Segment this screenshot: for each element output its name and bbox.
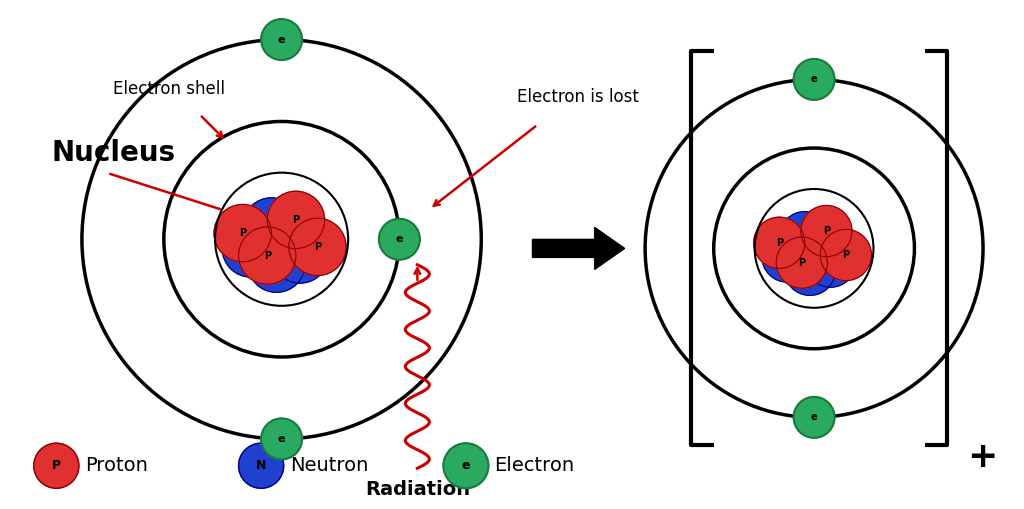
Text: N: N (806, 265, 814, 275)
Text: e: e (462, 459, 470, 472)
Circle shape (239, 443, 284, 488)
Text: N: N (826, 257, 835, 267)
Circle shape (289, 218, 346, 275)
Text: P: P (314, 242, 321, 252)
Text: Nucleus: Nucleus (51, 138, 175, 167)
Circle shape (805, 236, 856, 287)
Circle shape (779, 212, 830, 263)
Circle shape (801, 206, 852, 257)
Text: P: P (240, 228, 246, 238)
Text: Electron shell: Electron shell (113, 80, 225, 98)
Text: N: N (296, 249, 304, 260)
Text: P: P (799, 258, 805, 268)
Circle shape (379, 219, 420, 260)
Circle shape (214, 205, 271, 262)
Text: +: + (968, 440, 997, 474)
Text: Radiation: Radiation (365, 480, 470, 499)
Circle shape (215, 173, 348, 306)
Text: P: P (843, 250, 849, 260)
Circle shape (243, 198, 300, 255)
Text: N: N (272, 259, 281, 269)
Text: N: N (290, 230, 298, 240)
Circle shape (443, 443, 488, 488)
Text: e: e (278, 35, 286, 45)
Text: N: N (256, 459, 266, 472)
Text: N: N (247, 243, 255, 253)
Text: N: N (267, 221, 275, 232)
Text: P: P (264, 250, 270, 261)
Text: e: e (811, 412, 817, 422)
Text: P: P (293, 215, 299, 225)
Text: N: N (783, 251, 792, 262)
Text: N: N (821, 240, 829, 250)
Circle shape (261, 418, 302, 460)
Text: Electron is lost: Electron is lost (517, 88, 639, 106)
Circle shape (784, 244, 836, 295)
Circle shape (34, 443, 79, 488)
Circle shape (265, 207, 323, 264)
Circle shape (820, 230, 871, 280)
Text: e: e (278, 434, 286, 444)
FancyArrow shape (532, 228, 625, 269)
Text: Proton: Proton (85, 456, 147, 475)
Circle shape (239, 227, 296, 284)
Circle shape (794, 59, 835, 100)
Text: N: N (801, 232, 809, 242)
Text: Neutron: Neutron (290, 456, 368, 475)
Circle shape (755, 189, 873, 308)
Circle shape (222, 220, 280, 277)
Circle shape (800, 219, 851, 270)
Text: P: P (823, 226, 829, 236)
Text: Electron: Electron (495, 456, 574, 475)
Text: P: P (776, 238, 782, 248)
Circle shape (248, 235, 305, 292)
Text: P: P (52, 459, 60, 472)
Circle shape (776, 237, 827, 288)
Circle shape (271, 226, 329, 283)
Circle shape (267, 191, 325, 248)
Text: e: e (395, 234, 403, 244)
Circle shape (794, 397, 835, 438)
Circle shape (261, 19, 302, 60)
Circle shape (754, 217, 805, 268)
Text: e: e (811, 74, 817, 84)
Circle shape (762, 231, 813, 282)
